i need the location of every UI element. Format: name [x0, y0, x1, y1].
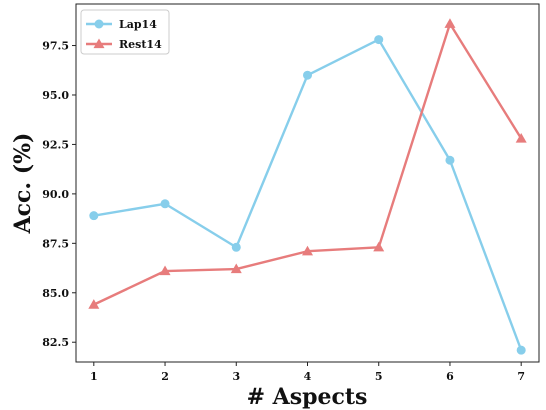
data-point — [515, 132, 527, 143]
data-point — [88, 299, 100, 309]
data-point — [89, 211, 99, 221]
data-point — [160, 199, 170, 209]
x-tick-label: 7 — [517, 370, 525, 383]
y-tick-label: 90.0 — [42, 188, 69, 201]
data-point — [373, 241, 385, 252]
x-tick-label: 5 — [375, 370, 383, 383]
x-tick-label: 2 — [161, 370, 169, 383]
y-tick-label: 92.5 — [42, 138, 69, 151]
y-tick-label: 87.5 — [42, 237, 69, 250]
data-point — [303, 70, 312, 80]
series-layer — [88, 18, 527, 355]
y-tick-label: 85.0 — [42, 287, 69, 300]
x-axis-ticks: 1 2 3 4 5 6 7 — [90, 362, 525, 383]
x-tick-label: 1 — [90, 370, 98, 383]
legend-label: Lap14 — [119, 18, 157, 31]
series-line — [93, 22, 523, 306]
data-point — [230, 263, 242, 274]
y-tick-label: 97.5 — [42, 40, 69, 53]
x-axis-label: # Aspects — [247, 384, 368, 410]
legend-label: Rest14 — [119, 38, 162, 51]
x-tick-label: 6 — [446, 370, 454, 383]
legend: Lap14 Rest14 — [80, 9, 170, 55]
data-point — [516, 345, 526, 355]
data-point — [159, 265, 171, 276]
x-tick-label: 3 — [232, 370, 240, 383]
x-tick-label: 4 — [304, 370, 312, 383]
series-lap14 — [89, 35, 526, 355]
y-axis-label: Acc. (%) — [10, 133, 36, 235]
y-tick-label: 82.5 — [42, 336, 69, 349]
y-tick-label: 95.0 — [42, 89, 69, 102]
data-point — [231, 242, 241, 252]
plot-frame — [75, 3, 540, 363]
data-point — [444, 18, 456, 28]
series-rest14 — [88, 18, 527, 309]
data-point — [374, 35, 384, 45]
y-axis-ticks: 82.5 85.0 87.5 90.0 92.5 95.0 97.5 — [42, 40, 76, 349]
series-line — [93, 38, 523, 351]
data-point — [302, 245, 313, 256]
legend-marker — [94, 19, 104, 29]
legend-marker — [93, 38, 105, 49]
data-point — [445, 155, 455, 165]
